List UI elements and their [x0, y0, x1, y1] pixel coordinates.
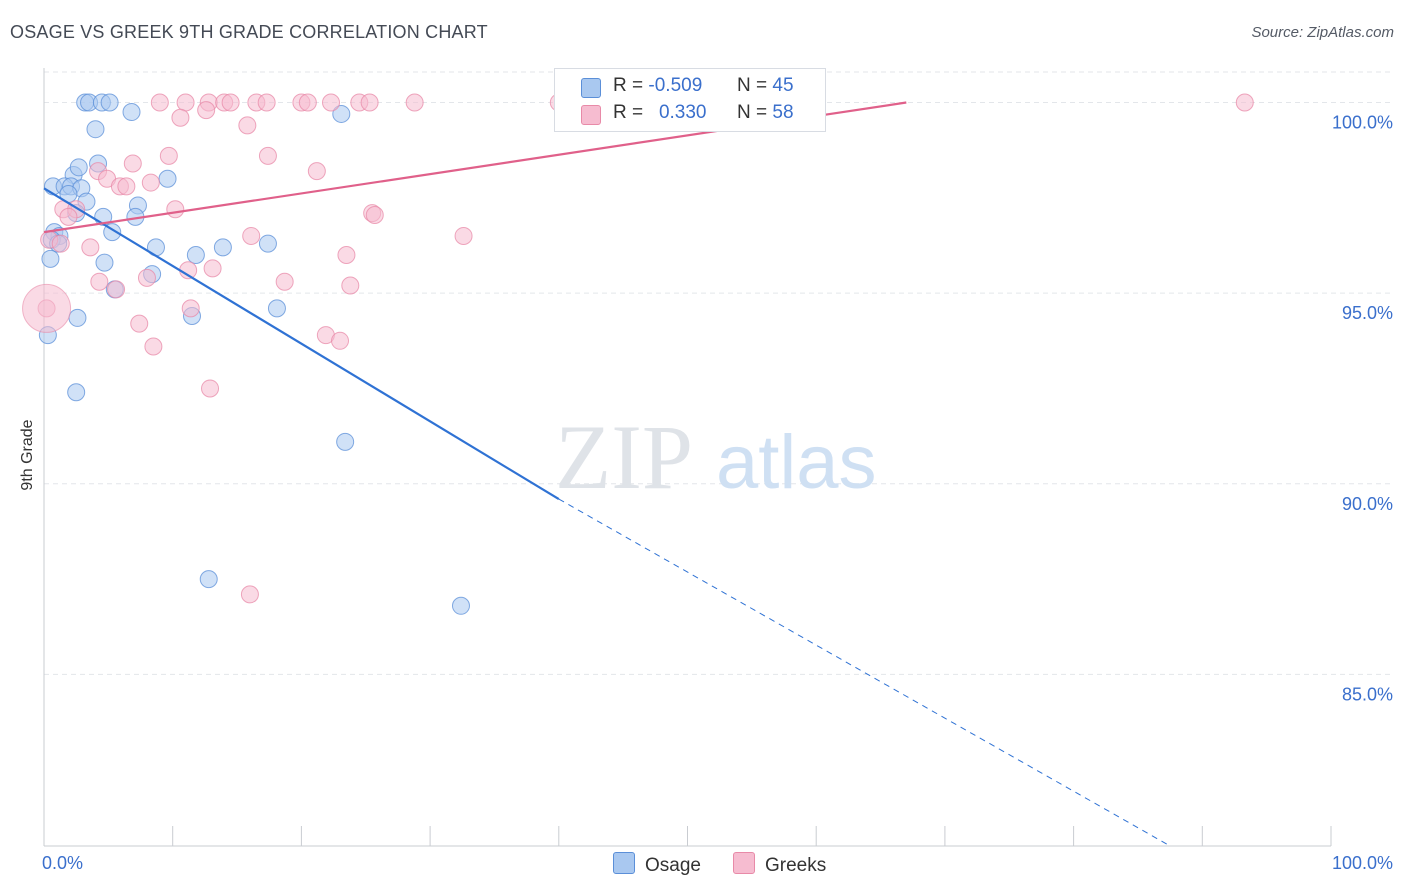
osage-trend-extension	[558, 498, 1171, 847]
greeks-point	[203, 259, 222, 278]
greeks-point	[197, 101, 216, 120]
osage-point	[95, 253, 114, 272]
greeks-point	[1235, 93, 1254, 112]
greeks-point	[150, 93, 169, 112]
tick-labels: 100.0% 95.0% 90.0% 85.0% 0.0% 100.0%	[42, 113, 1393, 873]
greeks-point	[240, 585, 259, 604]
osage-point	[199, 570, 218, 589]
osage-legend-swatch	[613, 852, 635, 874]
greeks-n-value: 58	[772, 102, 794, 123]
osage-point	[158, 169, 177, 188]
gridlines	[44, 71, 1394, 675]
greeks-point	[176, 93, 195, 112]
greeks-point	[405, 93, 424, 112]
axes	[43, 68, 1332, 847]
data-points	[22, 93, 1254, 615]
source-credit: Source: ZipAtlas.com	[1251, 24, 1394, 41]
osage-point	[267, 299, 286, 318]
greeks-point	[257, 93, 276, 112]
greeks-point	[201, 379, 220, 398]
chart-title: OSAGE VS GREEK 9TH GRADE CORRELATION CHA…	[10, 22, 488, 42]
y-tick-label: 85.0%	[1342, 684, 1393, 704]
greeks-point	[81, 238, 100, 257]
legend-r-label: R =	[613, 75, 644, 96]
legend-label-osage: Osage	[645, 855, 701, 876]
greeks-point	[130, 314, 149, 333]
legend-item-greeks[interactable]: Greeks	[733, 852, 826, 877]
greeks-point	[331, 331, 350, 350]
watermark: ZIP atlas	[555, 406, 877, 508]
greeks-point	[322, 93, 341, 112]
x-tick-label-max: 100.0%	[1332, 853, 1393, 873]
y-tick-label: 90.0%	[1342, 494, 1393, 514]
greeks-point	[242, 226, 261, 245]
legend-r-label: R =	[613, 102, 644, 123]
osage-point	[332, 104, 351, 123]
greeks-swatch	[581, 105, 601, 125]
osage-r-value: -0.509	[648, 75, 703, 96]
greeks-legend-swatch	[733, 852, 755, 874]
greeks-point	[337, 246, 356, 265]
osage-point	[68, 308, 87, 327]
legend-n-label: N =	[737, 102, 768, 123]
greeks-point	[51, 234, 70, 253]
greeks-r-value: 0.330	[658, 102, 707, 123]
watermark-atlas: atlas	[716, 420, 877, 505]
osage-point	[336, 432, 355, 451]
x-tick-label-min: 0.0%	[42, 853, 83, 873]
osage-point	[100, 93, 119, 112]
osage-trend-line	[43, 187, 560, 500]
osage-point	[258, 234, 277, 253]
osage-swatch	[581, 78, 601, 98]
greeks-point	[117, 177, 136, 196]
greeks-point	[181, 299, 200, 318]
greeks-point	[275, 272, 294, 291]
osage-point	[186, 246, 205, 265]
osage-point	[451, 596, 470, 615]
greeks-point	[90, 272, 109, 291]
osage-point	[67, 383, 86, 402]
greeks-point	[141, 173, 160, 192]
osage-n-value: 45	[772, 75, 794, 96]
greeks-point	[159, 146, 178, 165]
greeks-point	[360, 93, 379, 112]
osage-point	[41, 249, 60, 268]
correlation-legend: R = -0.509 N = 45 R = 0.330 N = 58	[554, 68, 826, 132]
greeks-point	[454, 226, 473, 245]
greeks-point	[258, 146, 277, 165]
series-legend: Osage Greeks	[0, 850, 1406, 878]
osage-point	[213, 238, 232, 257]
legend-n-label: N =	[737, 75, 768, 96]
greeks-point	[365, 205, 384, 224]
legend-label-greeks: Greeks	[765, 855, 827, 876]
greeks-point	[298, 93, 317, 112]
osage-point	[86, 120, 105, 139]
watermark-zip: ZIP	[555, 406, 693, 508]
greeks-point	[123, 154, 142, 173]
greeks-point	[221, 93, 240, 112]
y-tick-label: 100.0%	[1332, 113, 1393, 133]
greeks-point	[238, 116, 257, 135]
greeks-point	[137, 268, 156, 287]
osage-point	[122, 103, 141, 122]
greeks-point	[341, 276, 360, 295]
greeks-point	[307, 162, 326, 181]
y-tick-label: 95.0%	[1342, 303, 1393, 323]
greeks-point	[171, 108, 190, 127]
greeks-point	[166, 200, 185, 219]
greeks-point	[59, 207, 78, 226]
greeks-large-point	[22, 283, 72, 333]
greeks-point	[144, 337, 163, 356]
legend-item-osage[interactable]: Osage	[613, 852, 701, 877]
greeks-point	[107, 280, 126, 299]
osage-point	[69, 158, 88, 177]
